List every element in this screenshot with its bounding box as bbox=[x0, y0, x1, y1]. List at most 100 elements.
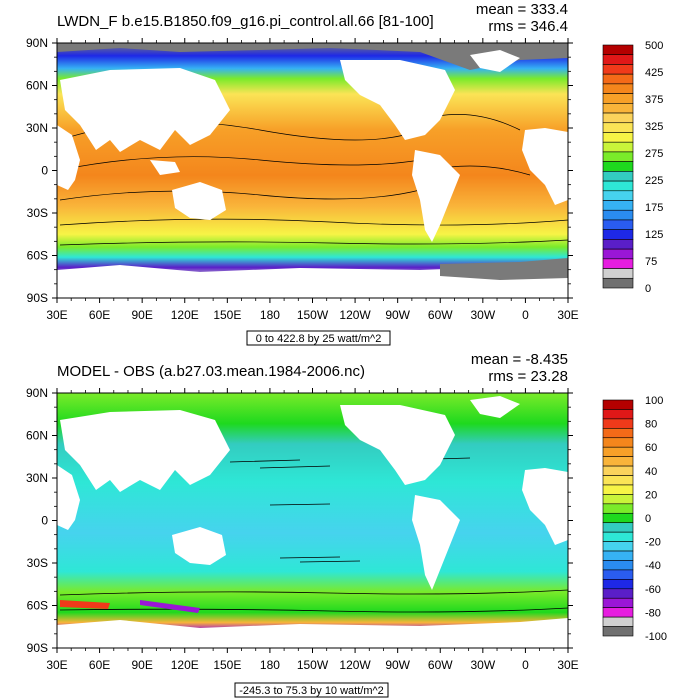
colorbar-swatch bbox=[602, 569, 634, 580]
colorbar-swatch bbox=[602, 122, 634, 133]
x-tick-label: 0 bbox=[522, 308, 529, 322]
colorbar-swatch bbox=[602, 93, 634, 104]
land-africa-east-b bbox=[57, 465, 80, 530]
x-tick-label: 90E bbox=[131, 308, 152, 322]
panel-top: LWDN_F b.e15.B1850.f09_g16.pi_control.al… bbox=[26, 1, 663, 346]
colorbar-swatch bbox=[602, 560, 634, 571]
x-tick-label: 120E bbox=[171, 308, 199, 322]
colorbar-label: 500 bbox=[645, 40, 663, 52]
colorbar-swatch bbox=[602, 579, 634, 590]
colorbar-label: -60 bbox=[645, 584, 661, 596]
colorbar-swatch bbox=[602, 428, 634, 439]
x-tick-label: 90W bbox=[385, 658, 410, 672]
x-tick-label: 30E bbox=[557, 658, 578, 672]
panel-bottom-colorbar: 100 80 60 40 20 0 -20 -40 -60 -80 -100 bbox=[602, 395, 667, 643]
land-australia bbox=[172, 182, 226, 220]
x-tick-label: 60W bbox=[428, 308, 453, 322]
colorbar-swatch bbox=[602, 219, 634, 230]
x-tick-label: 90E bbox=[131, 658, 152, 672]
panel-bottom-title: MODEL - OBS (a.b27.03.mean.1984-2006.nc) bbox=[57, 363, 365, 380]
y-tick-label: 60N bbox=[26, 79, 48, 93]
colorbar-label: 375 bbox=[645, 94, 663, 106]
y-tick-label: 30S bbox=[27, 556, 48, 570]
y-tick-label: 60N bbox=[26, 429, 48, 443]
colorbar-label: 40 bbox=[645, 466, 657, 478]
colorbar-swatch bbox=[602, 141, 634, 153]
colorbar-swatch bbox=[602, 209, 634, 221]
panel-top-contours bbox=[59, 114, 568, 246]
colorbar-swatch bbox=[602, 200, 634, 211]
x-tick-label: 0 bbox=[522, 658, 529, 672]
colorbar-swatch bbox=[602, 550, 634, 561]
x-tick-label: 150W bbox=[297, 308, 329, 322]
colorbar-swatch bbox=[602, 503, 634, 514]
panel-bottom-contours bbox=[59, 457, 568, 613]
colorbar-label: 225 bbox=[645, 175, 663, 187]
x-tick-label: 60E bbox=[89, 658, 110, 672]
panel-top-colorbar: 500 425 375 325 275 225 175 125 75 0 bbox=[602, 40, 663, 295]
y-tick-label: 90N bbox=[26, 36, 48, 50]
panel-bottom-map bbox=[57, 393, 568, 648]
colorbar-swatch bbox=[602, 484, 634, 495]
colorbar-label: -40 bbox=[645, 560, 661, 572]
panel-top-footer-box bbox=[246, 330, 391, 346]
land-australia-b bbox=[172, 527, 226, 565]
panel-bottom-footer-text: -245.3 to 75.3 by 10 watt/m^2 bbox=[239, 685, 384, 697]
colorbar-swatch bbox=[602, 73, 634, 85]
colorbar-swatch bbox=[602, 512, 634, 524]
panel-bottom-hotspot bbox=[60, 600, 110, 609]
colorbar-label: 20 bbox=[645, 489, 657, 501]
land-greenland bbox=[470, 50, 520, 72]
x-tick-label: 60E bbox=[89, 308, 110, 322]
x-tick-label: 90W bbox=[385, 308, 410, 322]
colorbar-swatch bbox=[602, 597, 634, 608]
colorbar-swatch bbox=[602, 465, 634, 476]
panel-bottom-land bbox=[57, 396, 568, 590]
y-tick-label: 30S bbox=[27, 206, 48, 220]
colorbar-swatch bbox=[602, 171, 634, 182]
land-africa-west-b bbox=[522, 468, 568, 545]
panel-top-map bbox=[57, 43, 568, 298]
land-africa-east bbox=[57, 125, 80, 190]
panel-top-arctic-ice bbox=[57, 43, 568, 70]
panel-top-axes: 30E 60E 90E 120E 150E 180 150W 120W 90W 60W 30W 0 30… bbox=[26, 36, 579, 322]
y-tick-label: 90S bbox=[27, 641, 48, 655]
colorbar-label: -100 bbox=[645, 631, 667, 643]
land-eurasia bbox=[60, 68, 230, 152]
y-tick-label: 60S bbox=[27, 249, 48, 263]
x-tick-label: 30W bbox=[470, 658, 495, 672]
colorbar-swatch bbox=[602, 54, 634, 65]
colorbar-swatch bbox=[602, 151, 634, 162]
y-tick-label: 0 bbox=[41, 164, 48, 178]
colorbar-swatch bbox=[602, 531, 634, 542]
colorbar-swatch bbox=[602, 248, 634, 260]
colorbar-label: -80 bbox=[645, 607, 661, 619]
panel-bottom-footer: -245.3 to 75.3 by 10 watt/m^2 bbox=[234, 682, 389, 698]
panel-bottom: MODEL - OBS (a.b27.03.mean.1984-2006.nc)… bbox=[26, 351, 667, 698]
colorbar-swatch bbox=[602, 44, 634, 56]
colorbar-swatch bbox=[602, 475, 634, 486]
colorbar-swatch bbox=[602, 588, 634, 599]
x-tick-label: 30E bbox=[46, 308, 67, 322]
colorbar-swatch bbox=[602, 64, 634, 75]
colorbar-swatch bbox=[602, 180, 634, 192]
colorbar-swatch bbox=[602, 277, 634, 289]
x-tick-label: 150W bbox=[297, 658, 329, 672]
panel-top-antarctic-ice bbox=[440, 258, 568, 280]
land-africa-west bbox=[522, 128, 568, 205]
y-tick-label: 30N bbox=[26, 471, 48, 485]
land-south-america bbox=[412, 150, 460, 242]
colorbar-swatch bbox=[602, 239, 634, 250]
colorbar-label: 0 bbox=[645, 283, 651, 295]
colorbar-swatch bbox=[602, 418, 634, 429]
colorbar-label: 100 bbox=[645, 395, 663, 407]
x-tick-label: 30W bbox=[470, 308, 495, 322]
panel-top-footer-text: 0 to 422.8 by 25 watt/m^2 bbox=[256, 333, 382, 345]
panel-bottom-coldspot bbox=[140, 600, 200, 613]
x-tick-label: 60W bbox=[428, 658, 453, 672]
colorbar-swatch bbox=[602, 446, 634, 457]
land-greenland-b bbox=[470, 396, 520, 418]
colorbar-swatch bbox=[602, 522, 634, 533]
x-tick-label: 180 bbox=[260, 308, 280, 322]
